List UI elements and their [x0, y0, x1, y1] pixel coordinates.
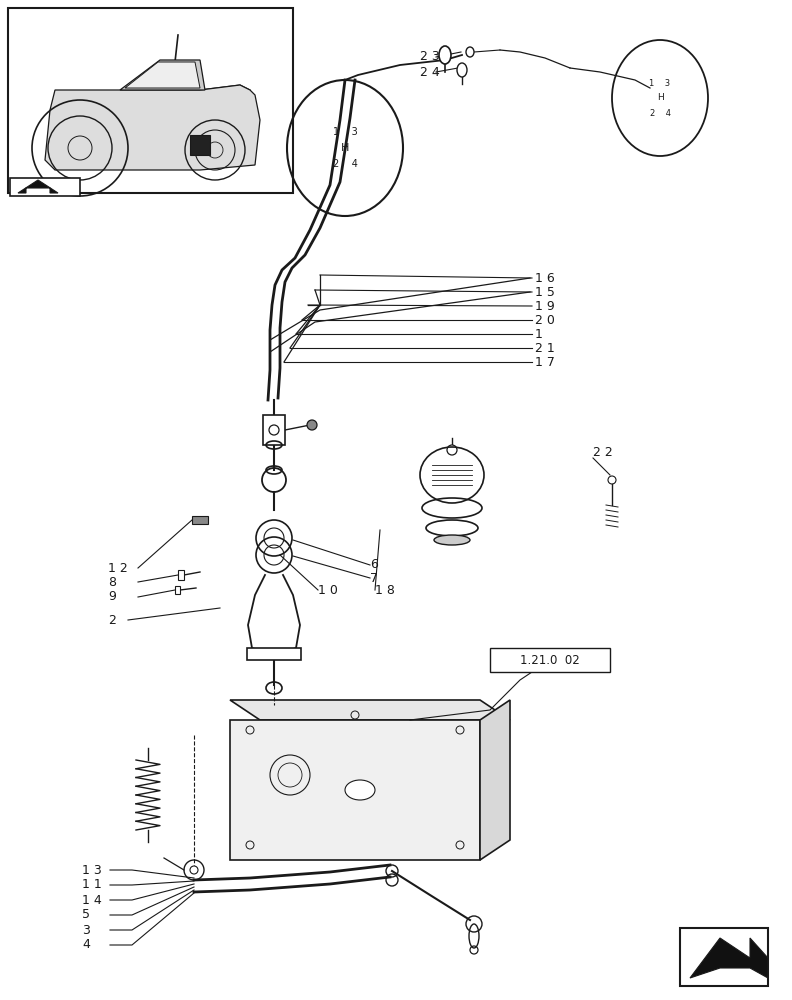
- Ellipse shape: [434, 535, 470, 545]
- Polygon shape: [230, 720, 480, 860]
- Text: 1 7: 1 7: [535, 356, 555, 368]
- Polygon shape: [120, 60, 205, 90]
- FancyBboxPatch shape: [175, 586, 180, 594]
- FancyBboxPatch shape: [178, 570, 184, 580]
- Text: H: H: [341, 143, 349, 153]
- FancyBboxPatch shape: [8, 8, 293, 193]
- Text: 2 0: 2 0: [535, 314, 555, 326]
- Ellipse shape: [457, 63, 467, 77]
- Text: 2    4: 2 4: [333, 159, 357, 169]
- Ellipse shape: [345, 780, 375, 800]
- Polygon shape: [690, 938, 768, 978]
- Text: 1 1: 1 1: [82, 879, 101, 892]
- Text: 8: 8: [108, 576, 116, 588]
- FancyBboxPatch shape: [490, 648, 610, 672]
- Text: 1 3: 1 3: [82, 863, 101, 876]
- Text: 2    4: 2 4: [649, 108, 671, 117]
- Polygon shape: [45, 85, 260, 170]
- Circle shape: [307, 420, 317, 430]
- Text: 9: 9: [108, 590, 116, 603]
- Text: 4: 4: [82, 938, 89, 952]
- Polygon shape: [480, 700, 510, 860]
- Text: 1 5: 1 5: [535, 286, 555, 298]
- Polygon shape: [230, 700, 510, 720]
- FancyBboxPatch shape: [247, 648, 301, 660]
- Text: 2 2: 2 2: [593, 446, 613, 460]
- FancyBboxPatch shape: [192, 516, 208, 524]
- Polygon shape: [18, 180, 58, 193]
- Polygon shape: [125, 62, 200, 88]
- Text: 7: 7: [370, 572, 378, 584]
- Ellipse shape: [439, 46, 451, 64]
- Text: 1 0: 1 0: [318, 584, 338, 596]
- Polygon shape: [190, 135, 210, 155]
- Ellipse shape: [466, 47, 474, 57]
- Text: H: H: [657, 94, 664, 103]
- Text: 6: 6: [370, 558, 378, 572]
- Text: 1: 1: [535, 328, 543, 340]
- Text: 2 3: 2 3: [420, 50, 440, 64]
- Text: 1 2: 1 2: [108, 562, 128, 574]
- Text: 3: 3: [82, 924, 89, 936]
- Text: 1 8: 1 8: [375, 584, 395, 596]
- Text: 1 4: 1 4: [82, 894, 101, 906]
- Text: 1    3: 1 3: [333, 127, 357, 137]
- Text: 1    3: 1 3: [649, 79, 671, 88]
- Text: 2 1: 2 1: [535, 342, 554, 355]
- Text: 2: 2: [108, 613, 116, 626]
- Text: 2 4: 2 4: [420, 66, 440, 79]
- Text: 1 6: 1 6: [535, 271, 554, 284]
- FancyBboxPatch shape: [263, 415, 285, 445]
- Text: 1.21.0  02: 1.21.0 02: [520, 654, 580, 666]
- Text: 1 9: 1 9: [535, 300, 554, 312]
- FancyBboxPatch shape: [680, 928, 768, 986]
- Text: 5: 5: [82, 908, 90, 922]
- Circle shape: [190, 866, 198, 874]
- Circle shape: [447, 445, 457, 455]
- FancyBboxPatch shape: [10, 178, 80, 196]
